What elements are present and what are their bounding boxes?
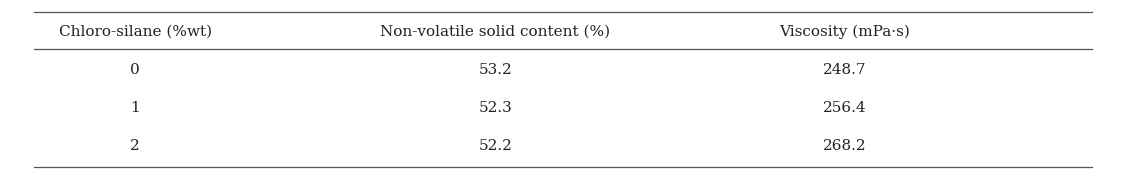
Text: 268.2: 268.2: [823, 139, 866, 153]
Text: 53.2: 53.2: [479, 63, 512, 77]
Text: 52.2: 52.2: [479, 139, 512, 153]
Text: 1: 1: [131, 101, 140, 115]
Text: Non-volatile solid content (%): Non-volatile solid content (%): [381, 24, 610, 38]
Text: Chloro-silane (%wt): Chloro-silane (%wt): [59, 24, 212, 38]
Text: 0: 0: [131, 63, 140, 77]
Text: 2: 2: [131, 139, 140, 153]
Text: Viscosity (mPa·s): Viscosity (mPa·s): [779, 24, 910, 38]
Text: 52.3: 52.3: [479, 101, 512, 115]
Text: 256.4: 256.4: [823, 101, 866, 115]
Text: 248.7: 248.7: [823, 63, 866, 77]
